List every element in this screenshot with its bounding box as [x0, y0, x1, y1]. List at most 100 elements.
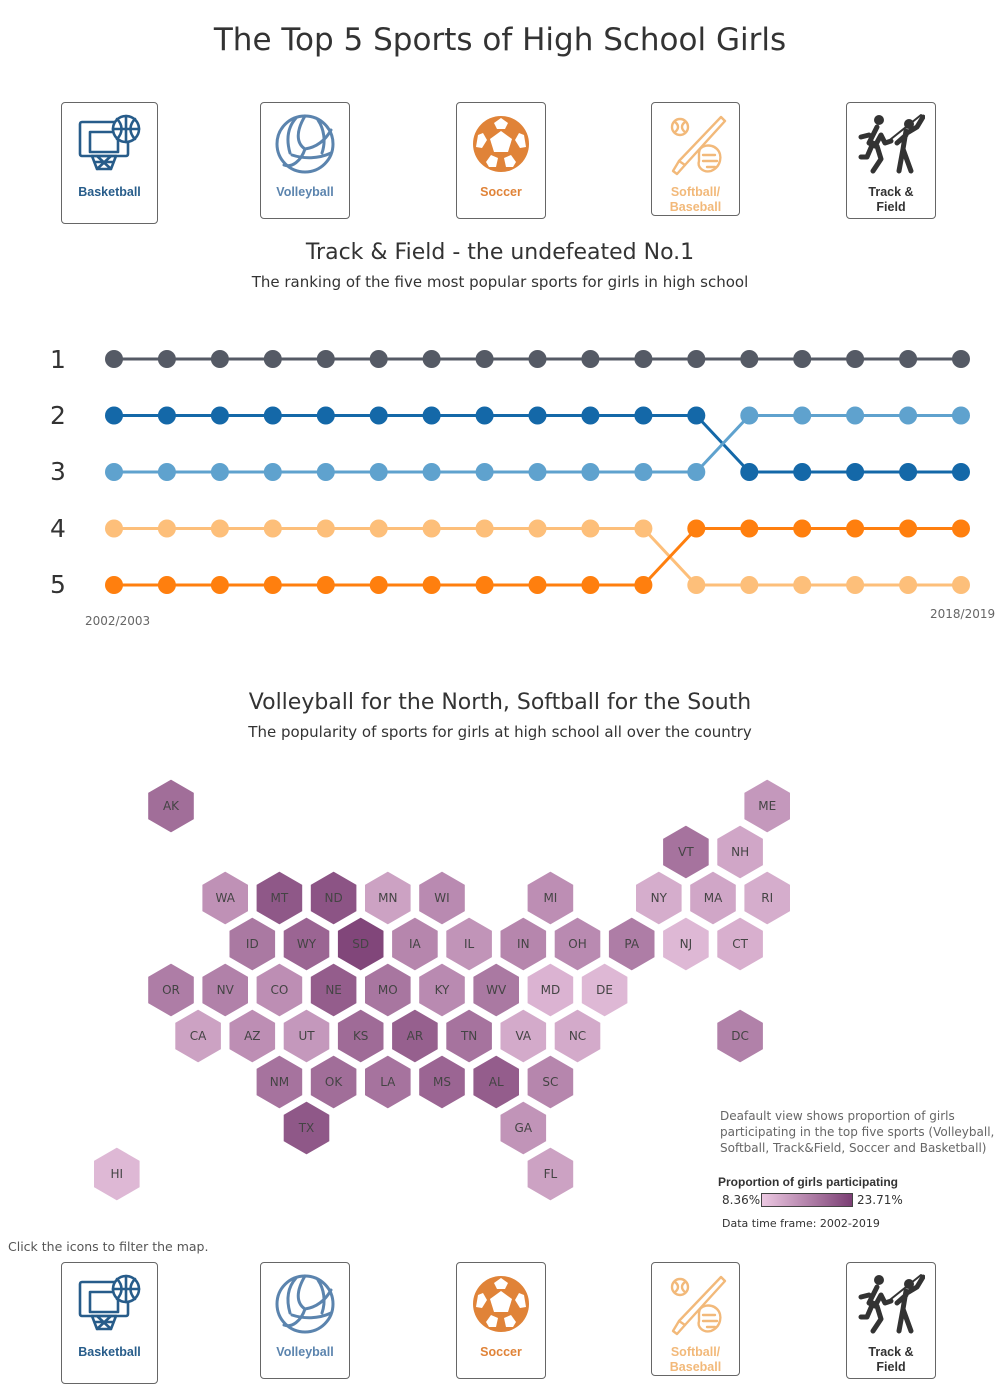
- series-point[interactable]: [210, 463, 229, 481]
- series-point[interactable]: [952, 576, 970, 594]
- series-point[interactable]: [687, 576, 706, 594]
- series-point[interactable]: [740, 406, 759, 425]
- series-point[interactable]: [105, 519, 123, 538]
- series-point[interactable]: [899, 519, 918, 538]
- series-point[interactable]: [422, 519, 441, 538]
- state-hex-az[interactable]: AZ: [227, 1007, 278, 1065]
- state-hex-al[interactable]: AL: [471, 1053, 521, 1111]
- state-hex-co[interactable]: CO: [254, 961, 305, 1019]
- state-hex-shape[interactable]: [200, 961, 250, 1019]
- state-hex-vt[interactable]: VT: [661, 823, 711, 881]
- state-hex-shape[interactable]: [227, 1007, 278, 1065]
- filter-soccer-button[interactable]: Soccer: [456, 102, 546, 219]
- state-hex-mo[interactable]: MO: [363, 961, 413, 1019]
- series-point[interactable]: [157, 576, 176, 594]
- series-point[interactable]: [846, 519, 865, 538]
- series-point[interactable]: [475, 406, 494, 425]
- series-point[interactable]: [316, 350, 335, 368]
- filter-basketball-button[interactable]: Basketball: [61, 1262, 158, 1384]
- series-point[interactable]: [740, 519, 759, 538]
- series-point[interactable]: [316, 576, 335, 594]
- state-hex-shape[interactable]: [471, 961, 521, 1019]
- series-point[interactable]: [634, 350, 653, 368]
- state-hex-nj[interactable]: NJ: [661, 915, 711, 973]
- state-hex-tn[interactable]: TN: [444, 1007, 494, 1065]
- series-point[interactable]: [740, 463, 759, 481]
- state-hex-shape[interactable]: [742, 777, 792, 835]
- state-hex-shape[interactable]: [444, 915, 494, 973]
- series-point[interactable]: [475, 350, 494, 368]
- series-point[interactable]: [846, 350, 865, 368]
- state-hex-shape[interactable]: [281, 1099, 332, 1157]
- state-hex-wi[interactable]: WI: [417, 869, 467, 927]
- series-point[interactable]: [793, 519, 812, 538]
- series-point[interactable]: [263, 406, 282, 425]
- state-hex-shape[interactable]: [390, 915, 440, 973]
- series-point[interactable]: [157, 519, 176, 538]
- state-hex-tx[interactable]: TX: [281, 1099, 332, 1157]
- filter-basketball-button[interactable]: Basketball: [61, 102, 158, 224]
- state-hex-shape[interactable]: [715, 823, 765, 881]
- series-point[interactable]: [369, 406, 388, 425]
- state-hex-mi[interactable]: MI: [525, 869, 576, 927]
- series-point[interactable]: [581, 406, 600, 425]
- series-point[interactable]: [316, 519, 335, 538]
- series-point[interactable]: [316, 463, 335, 481]
- series-point[interactable]: [369, 350, 388, 368]
- series-point[interactable]: [105, 576, 123, 594]
- series-point[interactable]: [475, 519, 494, 538]
- state-hex-shape[interactable]: [498, 915, 549, 973]
- state-hex-ma[interactable]: MA: [688, 869, 738, 927]
- series-point[interactable]: [899, 463, 918, 481]
- series-point[interactable]: [422, 463, 441, 481]
- state-hex-shape[interactable]: [634, 869, 684, 927]
- state-hex-shape[interactable]: [363, 869, 413, 927]
- state-hex-ne[interactable]: NE: [308, 961, 359, 1019]
- series-point[interactable]: [528, 519, 547, 538]
- state-hex-shape[interactable]: [390, 1007, 440, 1065]
- state-hex-hi[interactable]: HI: [92, 1145, 142, 1203]
- state-hex-me[interactable]: ME: [742, 777, 792, 835]
- state-hex-in[interactable]: IN: [498, 915, 549, 973]
- state-hex-nv[interactable]: NV: [200, 961, 250, 1019]
- series-point[interactable]: [316, 406, 335, 425]
- series-point[interactable]: [210, 576, 229, 594]
- state-hex-shape[interactable]: [254, 869, 305, 927]
- series-point[interactable]: [157, 463, 176, 481]
- state-hex-wa[interactable]: WA: [200, 869, 250, 927]
- series-point[interactable]: [105, 463, 123, 481]
- state-hex-shape[interactable]: [363, 1053, 413, 1111]
- series-point[interactable]: [740, 350, 759, 368]
- state-hex-shape[interactable]: [552, 915, 603, 973]
- state-hex-shape[interactable]: [308, 1053, 359, 1111]
- state-hex-ar[interactable]: AR: [390, 1007, 440, 1065]
- state-hex-mt[interactable]: MT: [254, 869, 305, 927]
- series-point[interactable]: [687, 463, 706, 481]
- state-hex-ut[interactable]: UT: [281, 1007, 332, 1065]
- series-point[interactable]: [528, 350, 547, 368]
- state-hex-shape[interactable]: [92, 1145, 142, 1203]
- state-hex-shape[interactable]: [715, 1007, 765, 1065]
- series-point[interactable]: [687, 519, 706, 538]
- series-point[interactable]: [210, 406, 229, 425]
- state-hex-shape[interactable]: [335, 1007, 386, 1065]
- state-hex-ok[interactable]: OK: [308, 1053, 359, 1111]
- series-point[interactable]: [422, 350, 441, 368]
- state-hex-shape[interactable]: [742, 869, 792, 927]
- state-hex-ks[interactable]: KS: [335, 1007, 386, 1065]
- state-hex-shape[interactable]: [200, 869, 250, 927]
- series-point[interactable]: [210, 519, 229, 538]
- series-point[interactable]: [793, 406, 812, 425]
- filter-track-field-button[interactable]: Track & Field: [846, 1262, 936, 1379]
- series-point[interactable]: [422, 576, 441, 594]
- series-point[interactable]: [899, 350, 918, 368]
- series-point[interactable]: [105, 406, 123, 425]
- series-point[interactable]: [634, 463, 653, 481]
- state-hex-md[interactable]: MD: [525, 961, 576, 1019]
- series-point[interactable]: [899, 406, 918, 425]
- filter-volleyball-button[interactable]: Volleyball: [260, 102, 350, 219]
- state-hex-ms[interactable]: MS: [417, 1053, 467, 1111]
- series-point[interactable]: [952, 406, 970, 425]
- filter-softball-button[interactable]: Softball/ Baseball: [651, 102, 740, 216]
- state-hex-shape[interactable]: [715, 915, 765, 973]
